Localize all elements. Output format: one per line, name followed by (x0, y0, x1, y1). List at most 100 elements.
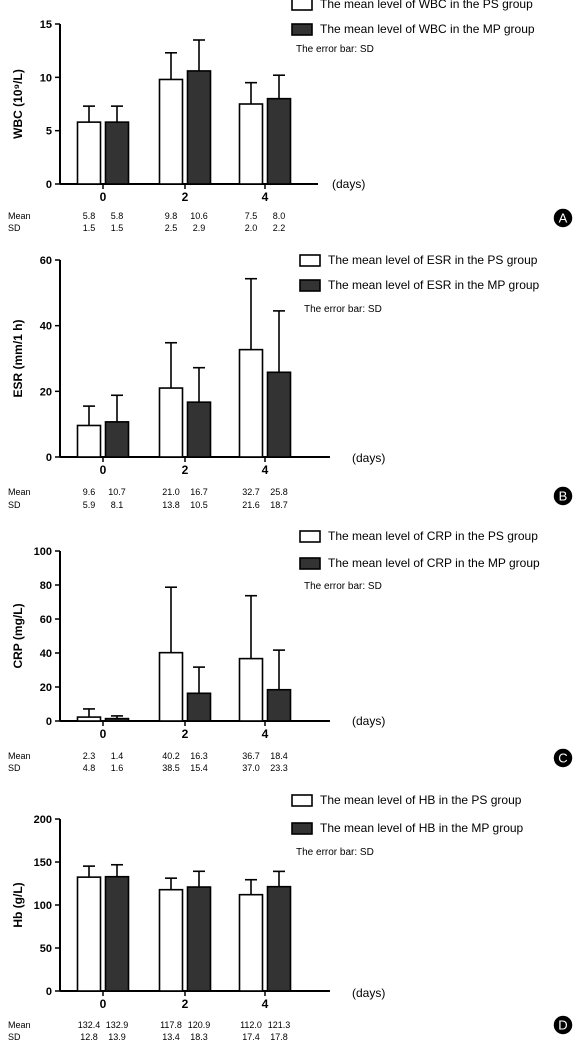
mean-row-label: Mean (8, 487, 31, 497)
bar-mp (266, 688, 292, 722)
bar-ps (76, 716, 102, 722)
legend-swatch-ps (299, 530, 321, 543)
mean-row-label: Mean (8, 751, 31, 761)
mean-value: 132.4 (78, 1020, 101, 1030)
y-axis-label: Hb (g/L) (11, 882, 25, 927)
mean-value: 120.9 (188, 1020, 211, 1030)
y-tick-label: 50 (40, 943, 52, 955)
bar-ps (158, 888, 184, 992)
sd-value: 1.6 (111, 763, 124, 773)
mean-value: 5.8 (111, 211, 124, 221)
x-tick-label: 0 (100, 463, 107, 477)
bar-mp (266, 371, 292, 458)
mean-value: 1.4 (111, 751, 124, 761)
bar-mp (186, 886, 212, 992)
panel-badge (552, 485, 574, 507)
legend-swatch-mp (299, 557, 321, 570)
sd-row-label: SD (8, 223, 21, 233)
sd-value: 1.5 (83, 223, 96, 233)
sd-value: 5.9 (83, 500, 96, 510)
panel-badge (552, 747, 574, 769)
y-tick-label: 10 (40, 72, 52, 84)
legend-label-mp: The mean level of HB in the MP group (320, 821, 524, 835)
bar-ps (158, 78, 184, 185)
panel-badge-letter: C (558, 751, 567, 766)
mean-value: 10.7 (108, 487, 126, 497)
sd-value: 17.4 (242, 1032, 260, 1042)
legend-label-ps: The mean level of ESR in the PS group (328, 253, 538, 267)
legend-swatch-ps (291, 794, 313, 807)
legend-swatch-mp (291, 822, 313, 835)
x-tick-label: 0 (100, 727, 107, 741)
x-tick-label: 2 (182, 190, 189, 204)
mean-value: 2.3 (83, 751, 96, 761)
mean-value: 7.5 (245, 211, 258, 221)
y-tick-label: 40 (40, 648, 52, 660)
mean-value: 5.8 (83, 211, 96, 221)
y-axis-label: CRP (mg/L) (11, 603, 25, 668)
y-tick-label: 150 (34, 857, 52, 869)
x-tick-label: 2 (182, 727, 189, 741)
bar-ps (76, 121, 102, 185)
legend-label-ps: The mean level of HB in the PS group (320, 793, 522, 807)
y-tick-label: 0 (46, 716, 52, 728)
mean-value: 16.3 (190, 751, 208, 761)
bar-mp (186, 401, 212, 458)
sd-value: 15.4 (190, 763, 208, 773)
legend-label-mp: The mean level of ESR in the MP group (328, 278, 540, 292)
mean-value: 117.8 (160, 1020, 182, 1030)
mean-value: 9.6 (83, 487, 96, 497)
mean-value: 16.7 (190, 487, 208, 497)
mean-row-label: Mean (8, 211, 31, 221)
y-tick-label: 60 (40, 614, 52, 626)
sd-value: 18.3 (190, 1032, 208, 1042)
y-tick-label: 60 (40, 255, 52, 267)
sd-value: 17.8 (270, 1032, 288, 1042)
legend-swatch-ps (291, 0, 313, 11)
x-axis-unit: (days) (352, 714, 385, 728)
legend-label-ps: The mean level of WBC in the PS group (320, 0, 533, 11)
y-tick-label: 100 (34, 546, 52, 558)
panel-badge (552, 1014, 574, 1036)
legend-error-bar-note: The error bar: SD (296, 44, 374, 55)
mean-value: 36.7 (242, 751, 260, 761)
bar-mp (186, 70, 212, 185)
sd-value: 4.8 (83, 763, 96, 773)
bar-mp (266, 885, 292, 992)
sd-row-label: SD (8, 763, 21, 773)
chart-panel-b: 0 20 40 60 ESR (mm/1 h) 9.6 5.9 10.7 8.1 0 21.0 13.… (8, 253, 574, 510)
bar-ps (238, 657, 264, 722)
x-axis-unit: (days) (352, 986, 385, 1000)
sd-value: 18.7 (270, 500, 288, 510)
bar-ps (76, 424, 102, 458)
sd-value: 13.8 (162, 500, 180, 510)
y-tick-label: 15 (40, 19, 52, 31)
y-tick-label: 0 (46, 986, 52, 998)
y-tick-label: 20 (40, 386, 52, 398)
sd-value: 2.9 (193, 223, 206, 233)
sd-value: 13.4 (162, 1032, 180, 1042)
mean-value: 121.3 (268, 1020, 291, 1030)
bar-mp (104, 421, 130, 458)
y-axis-label: WBC (10⁹/L) (11, 69, 25, 139)
panel-badge-letter: A (559, 211, 568, 226)
mean-value: 40.2 (162, 751, 180, 761)
mean-row-label: Mean (8, 1020, 31, 1030)
sd-value: 12.8 (80, 1032, 98, 1042)
y-tick-label: 20 (40, 682, 52, 694)
mean-value: 21.0 (162, 487, 180, 497)
x-tick-label: 0 (100, 190, 107, 204)
sd-value: 2.2 (273, 223, 286, 233)
mean-value: 132.9 (106, 1020, 129, 1030)
chart-panel-d: 0 50 100 150 200 Hb (g/L) 132.4 12.8 132.9 13.9 0 1… (8, 793, 574, 1042)
sd-value: 2.5 (165, 223, 178, 233)
x-tick-label: 2 (182, 997, 189, 1011)
panel-badge (552, 207, 574, 229)
sd-value: 37.0 (242, 763, 260, 773)
bar-ps (238, 348, 264, 458)
mean-value: 8.0 (273, 211, 286, 221)
legend-swatch-mp (291, 23, 313, 36)
legend-error-bar-note: The error bar: SD (304, 304, 382, 315)
mean-value: 112.0 (240, 1020, 262, 1030)
